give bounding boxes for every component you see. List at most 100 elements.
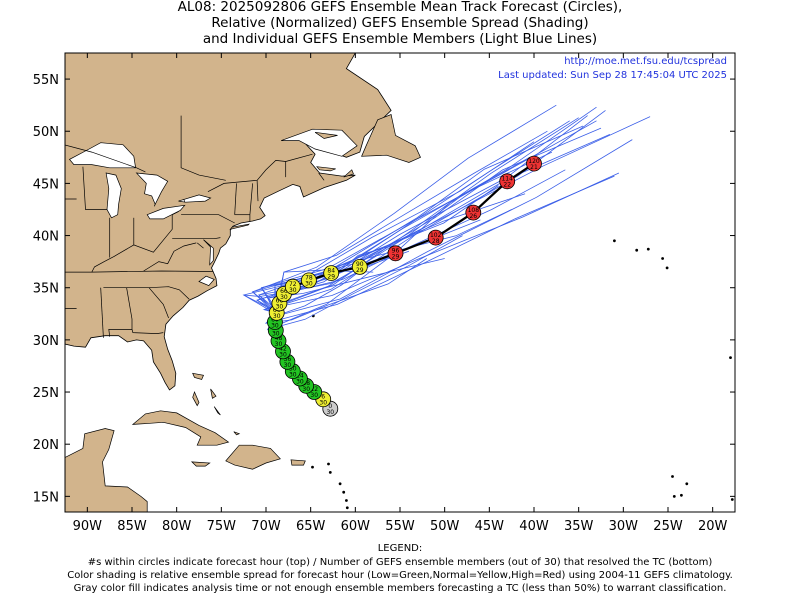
forecast-hour-label: 12	[310, 386, 318, 393]
member-count-label: 30	[276, 304, 284, 311]
legend-title: LEGEND:	[377, 543, 423, 554]
forecast-hour-label: 72	[289, 281, 297, 288]
lat-tick-label: 15N	[33, 490, 59, 505]
member-count-label: 30	[279, 352, 287, 359]
legend-line-3: Gray color fill indicates analysis time …	[73, 583, 727, 594]
forecast-hour-label: 66	[276, 298, 284, 305]
member-count-label: 28	[432, 238, 440, 245]
legend-line-2: Color shading is relative ensemble sprea…	[67, 570, 733, 581]
land-layer	[65, 53, 734, 512]
lat-tick-label: 30N	[33, 334, 59, 349]
track-circle	[427, 229, 444, 246]
track-circle	[351, 258, 368, 275]
lon-tick-label: 70W	[251, 519, 281, 534]
source-url: http://moe.met.fsu.edu/tcspread	[564, 56, 727, 67]
forecast-hour-label: 30	[289, 365, 297, 372]
forecast-hour-label: 0	[328, 403, 332, 410]
state-boundaries	[65, 115, 325, 338]
lon-tick-label: 55W	[385, 519, 415, 534]
member-count-label: 30	[296, 379, 304, 386]
track-circle	[526, 155, 542, 172]
forecast-hour-label: 42	[279, 346, 287, 353]
forecast-hour-label: 96	[392, 248, 400, 255]
lat-tick-label: 40N	[33, 230, 59, 245]
member-count-label: 30	[280, 294, 288, 301]
forecast-hour-label: 78	[305, 275, 313, 282]
lat-tick-label: 45N	[33, 177, 59, 192]
latitude-axis: 55N 50N 45N 40N 35N 30N 25N 20N 15N	[33, 73, 735, 505]
lat-tick-label: 35N	[33, 282, 59, 297]
lon-tick-label: 25W	[653, 519, 683, 534]
lon-tick-label: 50W	[430, 519, 460, 534]
title-line-3: and Individual GEFS Ensemble Members (Li…	[202, 31, 598, 47]
lat-tick-label: 55N	[33, 73, 59, 88]
member-count-label: 30	[326, 409, 334, 416]
lon-tick-label: 80W	[162, 519, 192, 534]
member-count-label: 30	[289, 287, 297, 294]
forecast-hour-label: 84	[327, 267, 335, 274]
forecast-hour-label: 24	[296, 373, 304, 380]
track-circle	[323, 265, 340, 282]
forecast-hour-label: 108	[468, 207, 480, 214]
member-count-label: 30	[289, 371, 297, 378]
lon-tick-label: 60W	[341, 519, 371, 534]
track-circle	[499, 173, 516, 190]
forecast-hour-label: 90	[356, 261, 364, 268]
member-count-label: 30	[319, 400, 327, 407]
lat-tick-label: 20N	[33, 438, 59, 453]
lon-tick-label: 45W	[475, 519, 505, 534]
longitude-axis: 90W 85W 80W 75W 70W 65W 60W 55W 50W 45W 40W 35W 30W 2…	[73, 53, 728, 534]
lon-tick-label: 65W	[296, 519, 326, 534]
forecast-hour-label: 66	[280, 288, 288, 295]
member-count-label: 30	[271, 322, 279, 329]
legend-line-1: #s within circles indicate forecast hour…	[87, 557, 713, 568]
ensemble-mean-track: 0306301230183024303030363042304830543060…	[266, 155, 542, 417]
member-count-label: 30	[272, 331, 280, 338]
lat-tick-label: 50N	[33, 125, 59, 140]
forecast-hour-label: 102	[430, 232, 442, 239]
member-count-label: 30	[305, 281, 313, 288]
forecast-hour-label: 36	[284, 356, 292, 363]
forecast-hour-label: 114	[501, 176, 513, 183]
title-line-1: AL08: 2025092806 GEFS Ensemble Mean Trac…	[177, 0, 623, 15]
member-count-label: 30	[302, 386, 310, 393]
lon-tick-label: 30W	[609, 519, 639, 534]
lat-tick-label: 25N	[33, 386, 59, 401]
member-count-label: 21	[530, 164, 538, 171]
track-circle	[465, 204, 482, 221]
track-circle	[284, 278, 301, 295]
last-updated: Last updated: Sun Sep 28 17:45:04 UTC 20…	[498, 70, 727, 81]
track-circle	[300, 272, 317, 289]
lon-tick-label: 40W	[519, 519, 549, 534]
forecast-hour-label: 18	[302, 380, 310, 387]
member-count-label: 26	[469, 213, 477, 220]
member-count-label: 22	[503, 182, 511, 189]
member-count-label: 30	[273, 313, 281, 320]
lon-tick-label: 35W	[564, 519, 594, 534]
member-count-label: 29	[356, 267, 364, 274]
lon-tick-label: 90W	[73, 519, 103, 534]
member-count-label: 30	[275, 341, 283, 348]
member-count-label: 30	[310, 392, 318, 399]
member-count-label: 29	[327, 273, 335, 280]
lon-tick-label: 75W	[207, 519, 237, 534]
forecast-hour-label: 6	[321, 394, 325, 401]
member-count-label: 30	[284, 362, 292, 369]
lon-tick-label: 85W	[117, 519, 147, 534]
lon-tick-label: 20W	[698, 519, 728, 534]
track-circle	[387, 245, 404, 262]
member-count-label: 29	[392, 254, 400, 261]
title-line-2: Relative (Normalized) GEFS Ensemble Spre…	[211, 15, 589, 31]
forecast-hour-label: 120	[528, 158, 540, 165]
forecast-hour-label: 48	[275, 335, 283, 342]
